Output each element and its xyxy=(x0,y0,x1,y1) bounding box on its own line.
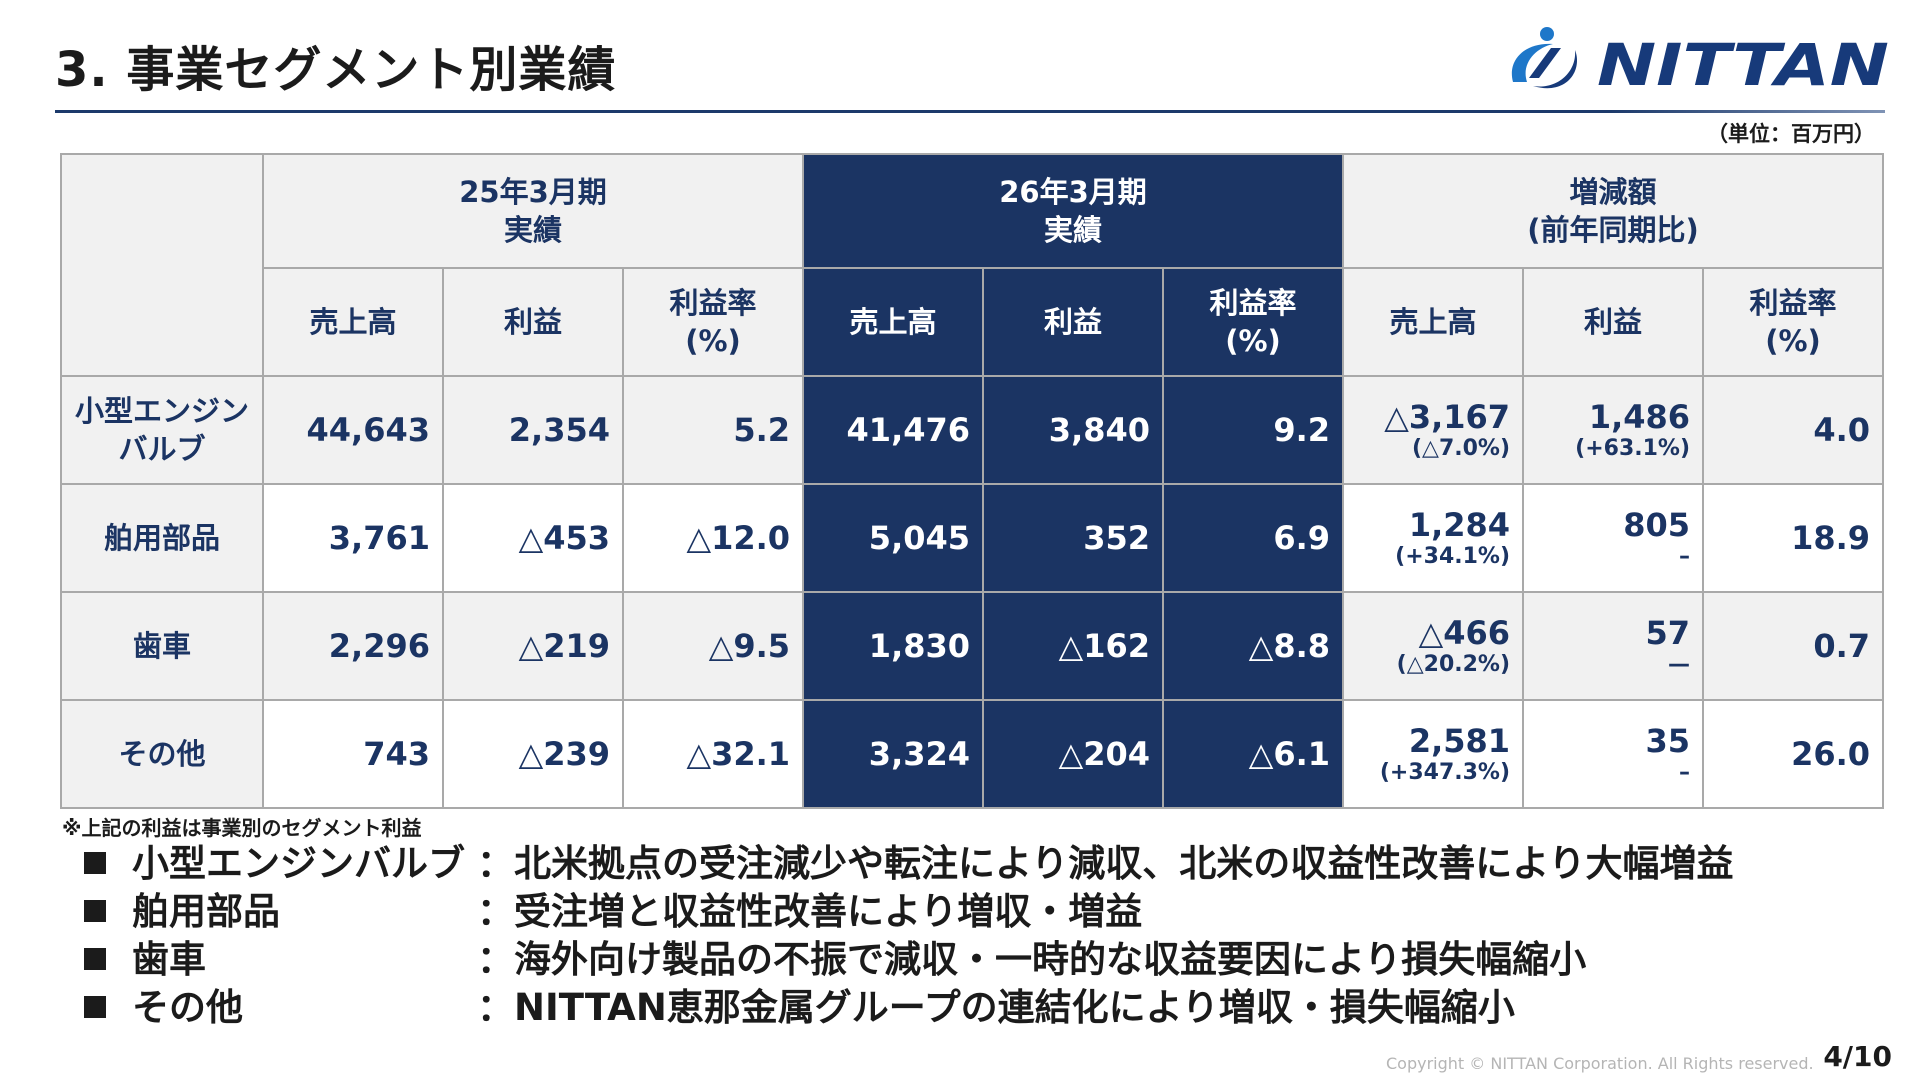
table-row: 小型エンジン バルブ 44,643 2,354 5.2 41,476 3,840 … xyxy=(60,375,1885,485)
curr-margin: △8.8 xyxy=(1162,591,1345,701)
col-sales-diff: 売上高 xyxy=(1342,267,1525,377)
prev-profit: 2,354 xyxy=(442,375,624,485)
prev-sales: 44,643 xyxy=(262,375,444,485)
bullet-desc: ：海外向け製品の不振で減収・一時的な収益要因により損失幅縮小 xyxy=(477,938,1587,981)
col-sales-prev: 売上高 xyxy=(262,267,444,377)
unit-label: （単位：百万円） xyxy=(1707,122,1875,146)
segment-results-table: 25年3月期 実績 26年3月期 実績 増減額 (前年同期比) 売上高 利益 利益率(… xyxy=(60,153,1885,809)
square-bullet-icon xyxy=(84,948,106,970)
square-bullet-icon xyxy=(84,996,106,1018)
square-bullet-icon xyxy=(84,900,106,922)
prev-margin: △9.5 xyxy=(621,591,805,701)
bullet-desc: ：NITTAN恵那金属グループの連結化により増収・損失幅縮小 xyxy=(477,986,1515,1029)
bullet-label: その他 xyxy=(132,986,243,1029)
diff-profit: 57— xyxy=(1522,591,1705,701)
group-header-curr: 26年3月期 実績 xyxy=(802,153,1345,269)
prev-margin: △12.0 xyxy=(621,483,805,593)
prev-margin: 5.2 xyxy=(621,375,805,485)
diff-sales: △3,167 (△7.0%) xyxy=(1342,375,1525,485)
group-header-prev: 25年3月期 実績 xyxy=(261,153,805,269)
col-profit-prev: 利益 xyxy=(442,267,624,377)
list-item: 歯車 ：海外向け製品の不振で減収・一時的な収益要因により損失幅縮小 xyxy=(84,936,1734,984)
bullet-desc: ：北米拠点の受注減少や転注により減収、北米の収益性改善により大幅増益 xyxy=(477,842,1734,885)
curr-profit: 352 xyxy=(982,483,1165,593)
nittan-logo-text: NITTAN xyxy=(1597,31,1889,98)
bullet-label: 舶用部品 xyxy=(132,890,280,933)
page-title: 3. 事業セグメント別業績 xyxy=(55,42,617,98)
diff-sales: 1,284 (+34.1%) xyxy=(1342,483,1525,593)
col-margin-prev: 利益率 (%) xyxy=(621,267,805,377)
col-profit-diff: 利益 xyxy=(1522,267,1705,377)
footnote: ※上記の利益は事業別のセグメント利益 xyxy=(62,816,422,840)
diff-margin: 18.9 xyxy=(1702,483,1885,593)
segment-name: 小型エンジン バルブ xyxy=(60,375,264,485)
curr-sales: 41,476 xyxy=(802,375,985,485)
prev-profit: △453 xyxy=(442,483,624,593)
title-divider xyxy=(55,110,1885,113)
table-row: その他 743 △239 △32.1 3,324 △204 △6.1 2,581… xyxy=(60,699,1885,809)
square-bullet-icon xyxy=(84,852,106,874)
bullet-desc: ：受注増と収益性改善により増収・増益 xyxy=(477,890,1143,933)
diff-sales: 2,581 (+347.3%) xyxy=(1342,699,1525,809)
corner-cell xyxy=(60,153,264,377)
curr-sales: 5,045 xyxy=(802,483,985,593)
list-item: 舶用部品 ：受注増と収益性改善により増収・増益 xyxy=(84,888,1734,936)
nittan-logo-mark-icon xyxy=(1511,27,1578,89)
col-margin-curr: 利益率 (%) xyxy=(1162,267,1345,377)
curr-margin: △6.1 xyxy=(1162,699,1345,809)
diff-margin: 0.7 xyxy=(1702,591,1885,701)
col-profit-curr: 利益 xyxy=(982,267,1165,377)
sub-header-row: 売上高 利益 利益率 (%) 売上高 利益 利益率 (%) 売上高 利益 利益率 (%… xyxy=(61,267,1885,377)
copyright-text: Copyright © NITTAN Corporation. All Righ… xyxy=(1386,1054,1814,1073)
curr-profit: △162 xyxy=(982,591,1165,701)
prev-sales: 3,761 xyxy=(262,483,444,593)
curr-margin: 6.9 xyxy=(1162,483,1345,593)
curr-sales: 1,830 xyxy=(802,591,985,701)
list-item: その他 ：NITTAN恵那金属グループの連結化により増収・損失幅縮小 xyxy=(84,984,1734,1032)
diff-margin: 26.0 xyxy=(1702,699,1885,809)
diff-profit: 805– xyxy=(1522,483,1705,593)
curr-margin: 9.2 xyxy=(1162,375,1345,485)
curr-profit: 3,840 xyxy=(982,375,1165,485)
group-header-diff: 増減額 (前年同期比) xyxy=(1342,153,1885,269)
group-header-row: 25年3月期 実績 26年3月期 実績 増減額 (前年同期比) xyxy=(60,153,1885,377)
table-row: 舶用部品 3,761 △453 △12.0 5,045 352 6.9 1,28… xyxy=(60,483,1885,593)
diff-margin: 4.0 xyxy=(1702,375,1885,485)
diff-profit: 35– xyxy=(1522,699,1705,809)
segment-name: 舶用部品 xyxy=(60,483,264,593)
page-number: 4/10 xyxy=(1823,1040,1892,1073)
table-row: 歯車 2,296 △219 △9.5 1,830 △162 △8.8 △466(… xyxy=(60,591,1885,701)
col-margin-diff: 利益率 (%) xyxy=(1702,267,1885,377)
prev-sales: 743 xyxy=(262,699,444,809)
curr-profit: △204 xyxy=(982,699,1165,809)
bullet-label: 歯車 xyxy=(132,938,206,981)
prev-profit: △219 xyxy=(442,591,624,701)
prev-margin: △32.1 xyxy=(621,699,805,809)
diff-sales: △466 (△20.2%) xyxy=(1342,591,1525,701)
col-sales-curr: 売上高 xyxy=(802,267,985,377)
diff-profit: 1,486 (+63.1%) xyxy=(1522,375,1705,485)
bullet-label: 小型エンジンバルブ xyxy=(132,842,465,885)
list-item: 小型エンジンバルブ ：北米拠点の受注減少や転注により減収、北米の収益性改善により大… xyxy=(84,840,1734,888)
segment-commentary: 小型エンジンバルブ ：北米拠点の受注減少や転注により減収、北米の収益性改善により大… xyxy=(84,840,1734,1032)
segment-name: 歯車 xyxy=(60,591,264,701)
prev-profit: △239 xyxy=(442,699,624,809)
segment-name: その他 xyxy=(60,699,264,809)
nittan-logo: NITTAN xyxy=(1511,27,1889,98)
prev-sales: 2,296 xyxy=(262,591,444,701)
curr-sales: 3,324 xyxy=(802,699,985,809)
